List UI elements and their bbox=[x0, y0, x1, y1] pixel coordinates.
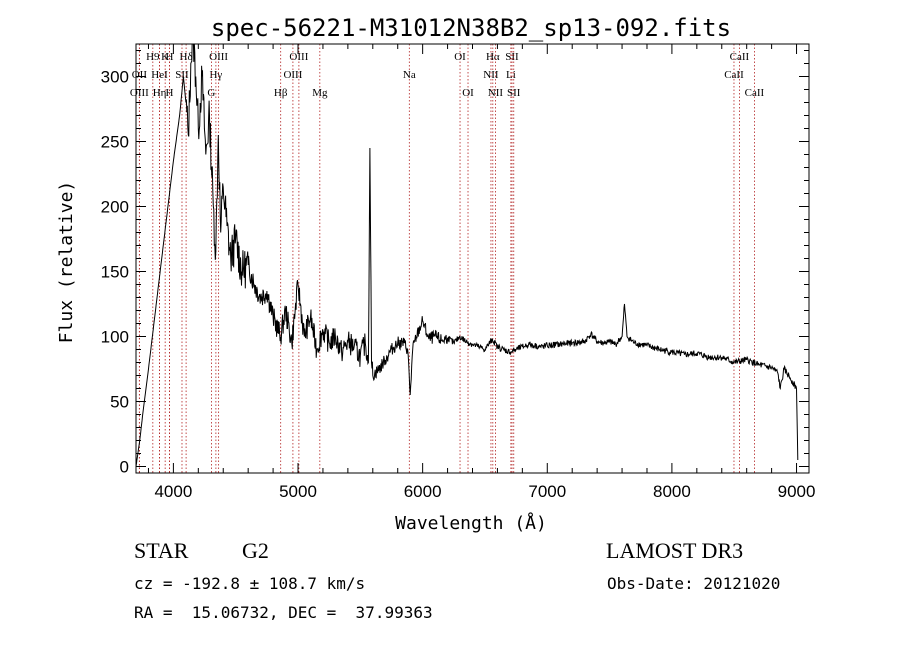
y-tick-label-3: 150 bbox=[101, 263, 129, 282]
line-marker-label-14: OIII bbox=[283, 69, 302, 81]
line-marker-label-27: CaII bbox=[730, 51, 750, 63]
axes: 4000 5000 6000 7000 8000 9000 0 50 100 150 200 250 3… bbox=[101, 44, 816, 501]
line-marker-label-1: K bbox=[161, 51, 169, 63]
x-tick-label-5: 9000 bbox=[778, 482, 816, 501]
line-marker-label-8: Hη bbox=[153, 87, 167, 99]
line-marker-label-18: OI bbox=[454, 51, 466, 63]
line-marker-label-13: Hβ bbox=[274, 87, 288, 99]
line-marker-label-17: Na bbox=[403, 69, 416, 81]
line-marker-label-2: H bbox=[166, 51, 174, 63]
y-axis-label: Flux (relative) bbox=[56, 181, 77, 344]
line-marker-label-23: SII bbox=[505, 51, 519, 63]
x-tick-label-2: 6000 bbox=[404, 482, 442, 501]
line-marker-label-10: Hγ bbox=[209, 69, 222, 81]
line-marker-label-9: H bbox=[166, 87, 174, 99]
line-marker-label-26: CaII bbox=[724, 69, 744, 81]
line-marker-label-6: SII bbox=[175, 69, 189, 81]
x-axis-label: Wavelength (Å) bbox=[395, 512, 547, 534]
line-marker-label-22: NII bbox=[488, 87, 504, 99]
line-marker-label-19: OI bbox=[462, 87, 474, 99]
line-marker-label-21: NII bbox=[483, 69, 499, 81]
line-marker-label-0: H9 bbox=[146, 51, 160, 63]
line-marker-label-5: HeI bbox=[151, 69, 168, 81]
y-tick-label-4: 200 bbox=[101, 198, 129, 217]
y-tick-label-1: 50 bbox=[110, 393, 129, 412]
line-marker-label-25: SII bbox=[507, 87, 521, 99]
line-marker-label-20: Hα bbox=[486, 51, 500, 63]
object-class: STAR bbox=[134, 538, 189, 563]
survey-name: LAMOST DR3 bbox=[606, 538, 744, 563]
spectrum-line bbox=[136, 44, 799, 467]
observation-date: Obs-Date: 20121020 bbox=[607, 574, 781, 593]
ra-dec-coordinates: RA = 15.06732, DEC = 37.99363 bbox=[134, 603, 433, 622]
y-tick-label-2: 100 bbox=[101, 328, 129, 347]
line-marker-label-24: Li bbox=[506, 69, 516, 81]
object-subclass: G2 bbox=[242, 538, 269, 563]
y-tick-label-6: 300 bbox=[101, 68, 129, 87]
chart-title: spec-56221-M31012N38B2_sp13-092.fits bbox=[211, 14, 731, 42]
line-marker-label-7: OIII bbox=[130, 87, 149, 99]
x-tick-label-1: 5000 bbox=[279, 482, 317, 501]
redshift-velocity: cz = -192.8 ± 108.7 km/s bbox=[134, 574, 366, 593]
y-tick-label-5: 250 bbox=[101, 133, 129, 152]
line-marker-label-28: CaII bbox=[745, 87, 765, 99]
spectrum-series bbox=[136, 44, 799, 467]
y-tick-label-0: 0 bbox=[120, 458, 129, 477]
x-tick-label-3: 7000 bbox=[528, 482, 566, 501]
line-marker-label-11: G bbox=[207, 87, 215, 99]
line-marker-label-12: OIII bbox=[209, 51, 228, 63]
line-marker-label-3: Hδ bbox=[180, 51, 193, 63]
line-marker-label-16: Mg bbox=[312, 87, 328, 99]
plot-frame bbox=[135, 43, 810, 474]
x-tick-label-0: 4000 bbox=[154, 482, 192, 501]
line-marker-label-15: OIII bbox=[289, 51, 308, 63]
x-tick-label-4: 8000 bbox=[653, 482, 691, 501]
